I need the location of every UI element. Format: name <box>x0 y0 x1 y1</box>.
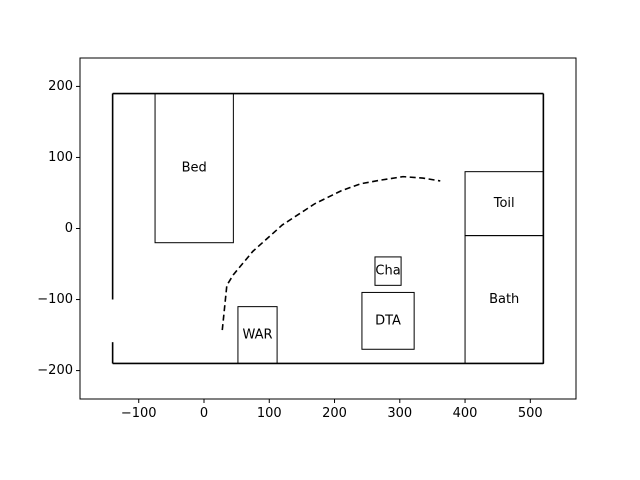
trajectory <box>221 175 441 331</box>
room-bed-box <box>154 93 234 244</box>
plot-area-border <box>79 57 577 400</box>
room-cha-box <box>374 256 402 286</box>
room-dta-label: DTA <box>375 313 401 328</box>
y-tick-label: −100 <box>37 292 73 307</box>
x-axis-ticks: −100 0 100 200 300 400 500 <box>121 399 543 421</box>
walls <box>111 92 545 365</box>
y-tick-label: 100 <box>48 150 73 165</box>
x-tick-label: 300 <box>387 406 412 421</box>
x-tick-label: −100 <box>121 406 157 421</box>
trajectory-line <box>221 175 441 331</box>
x-tick-label: 100 <box>257 406 282 421</box>
room-cha-label: Cha <box>375 264 400 279</box>
y-tick-label: 200 <box>48 79 73 94</box>
room-war-box <box>237 306 278 364</box>
y-tick-label: 0 <box>65 221 73 236</box>
room-dta-box <box>361 291 415 350</box>
room-war-label: WAR <box>242 328 272 343</box>
room-bed-label: Bed <box>182 161 207 176</box>
x-tick-label: 500 <box>518 406 543 421</box>
room-toil-label: Toil <box>493 196 515 211</box>
y-axis-ticks: −200 −100 0 100 200 <box>37 79 80 378</box>
x-tick-label: 200 <box>322 406 347 421</box>
y-tick-label: −200 <box>37 363 73 378</box>
plot-frame <box>79 57 577 400</box>
room-bath-box <box>464 235 544 364</box>
x-tick-label: 400 <box>453 406 478 421</box>
room-bath-label: Bath <box>489 292 519 307</box>
rooms: Bed WAR DTA Cha Toil Bath <box>154 93 544 364</box>
x-tick-label: 0 <box>200 406 208 421</box>
